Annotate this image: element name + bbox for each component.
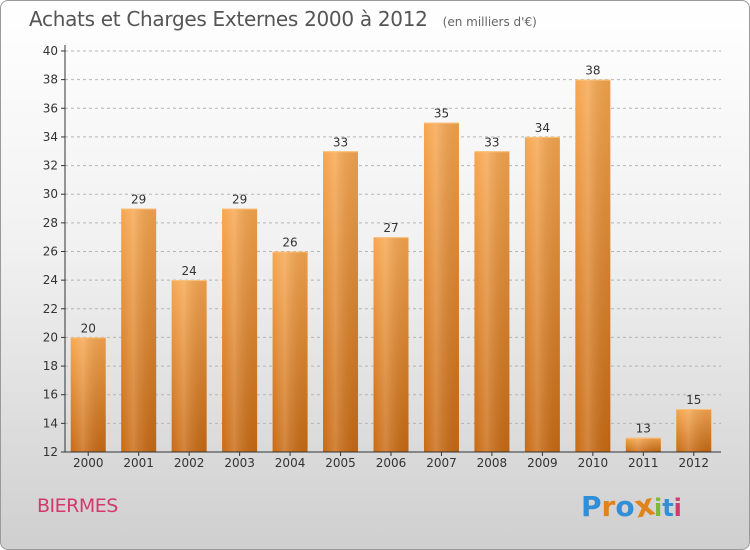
- y-tick-label: 14: [43, 416, 58, 430]
- x-tick-label: 2011: [628, 456, 659, 470]
- y-tick-label: 24: [43, 273, 58, 287]
- bar-shine: [121, 208, 157, 452]
- x-tick-label: 2004: [275, 456, 306, 470]
- bar-shine: [222, 208, 258, 452]
- y-tick-label: 30: [43, 187, 58, 201]
- x-tick-label: 2009: [527, 456, 558, 470]
- bar-shine: [323, 151, 359, 452]
- logo-letter: t: [662, 494, 674, 522]
- data-label: 33: [333, 135, 348, 149]
- data-label: 34: [535, 121, 550, 135]
- y-tick-label: 20: [43, 330, 58, 344]
- chart-title: Achats et Charges Externes 2000 à 2012: [29, 7, 428, 31]
- data-label: 24: [182, 264, 197, 278]
- logo-letter: P: [581, 490, 602, 523]
- axis-layer: 12 14 16 18 20 22 24 26 28 30 32 34 36 38 40 2000 2001 20…: [43, 44, 721, 470]
- data-label: 26: [282, 236, 297, 250]
- y-tick-label: 40: [43, 44, 58, 58]
- bar-shine: [423, 122, 459, 452]
- x-tick-label: 2005: [325, 456, 356, 470]
- x-tick-label: 2000: [73, 456, 104, 470]
- x-tick-label: 2002: [174, 456, 205, 470]
- proxiti-logo: Proxiti: [581, 487, 682, 525]
- data-label: 33: [484, 135, 499, 149]
- data-label: 13: [636, 422, 651, 436]
- bar-shine: [70, 337, 106, 452]
- data-label: 15: [686, 393, 701, 407]
- x-tick-label: 2007: [426, 456, 457, 470]
- data-label: 20: [81, 321, 96, 335]
- data-label: 29: [131, 193, 146, 207]
- logo-letter: o: [615, 490, 635, 523]
- data-label: 38: [585, 64, 600, 78]
- y-tick-label: 12: [43, 445, 58, 459]
- y-tick-label: 22: [43, 302, 58, 316]
- bar-shine: [524, 136, 560, 452]
- logo-letter: r: [601, 490, 616, 523]
- y-tick-label: 38: [43, 73, 58, 87]
- logo-letter: i: [673, 494, 682, 522]
- logo-letter: i: [653, 494, 663, 522]
- x-tick-label: 2008: [477, 456, 508, 470]
- chart-subtitle: (en milliers d'€): [442, 15, 537, 29]
- y-tick-label: 34: [43, 130, 58, 144]
- x-tick-label: 2006: [376, 456, 407, 470]
- y-tick-label: 32: [43, 159, 58, 173]
- data-label: 27: [383, 221, 398, 235]
- x-tick-label: 2010: [578, 456, 609, 470]
- y-tick-label: 16: [43, 388, 58, 402]
- y-tick-label: 36: [43, 101, 58, 115]
- y-tick-label: 18: [43, 359, 58, 373]
- y-tick-label: 26: [43, 245, 58, 259]
- bar-shine: [474, 151, 510, 452]
- y-tick-label: 28: [43, 216, 58, 230]
- data-label: 29: [232, 193, 247, 207]
- commune-name: BIERMES: [37, 495, 118, 517]
- bar-shine: [625, 437, 661, 452]
- bar-shine: [272, 251, 308, 452]
- bar-shine: [373, 237, 409, 452]
- bar-shine: [676, 409, 712, 452]
- bar-layer: 20 29 24 29 26 33 27 35 33 34 38 13 15: [70, 64, 712, 453]
- title-row: Achats et Charges Externes 2000 à 2012 (…: [29, 7, 537, 31]
- bar-shine: [575, 79, 611, 453]
- x-tick-label: 2001: [123, 456, 154, 470]
- x-tick-label: 2012: [678, 456, 709, 470]
- x-tick-label: 2003: [224, 456, 255, 470]
- data-label: 35: [434, 107, 449, 121]
- bar-shine: [171, 280, 207, 452]
